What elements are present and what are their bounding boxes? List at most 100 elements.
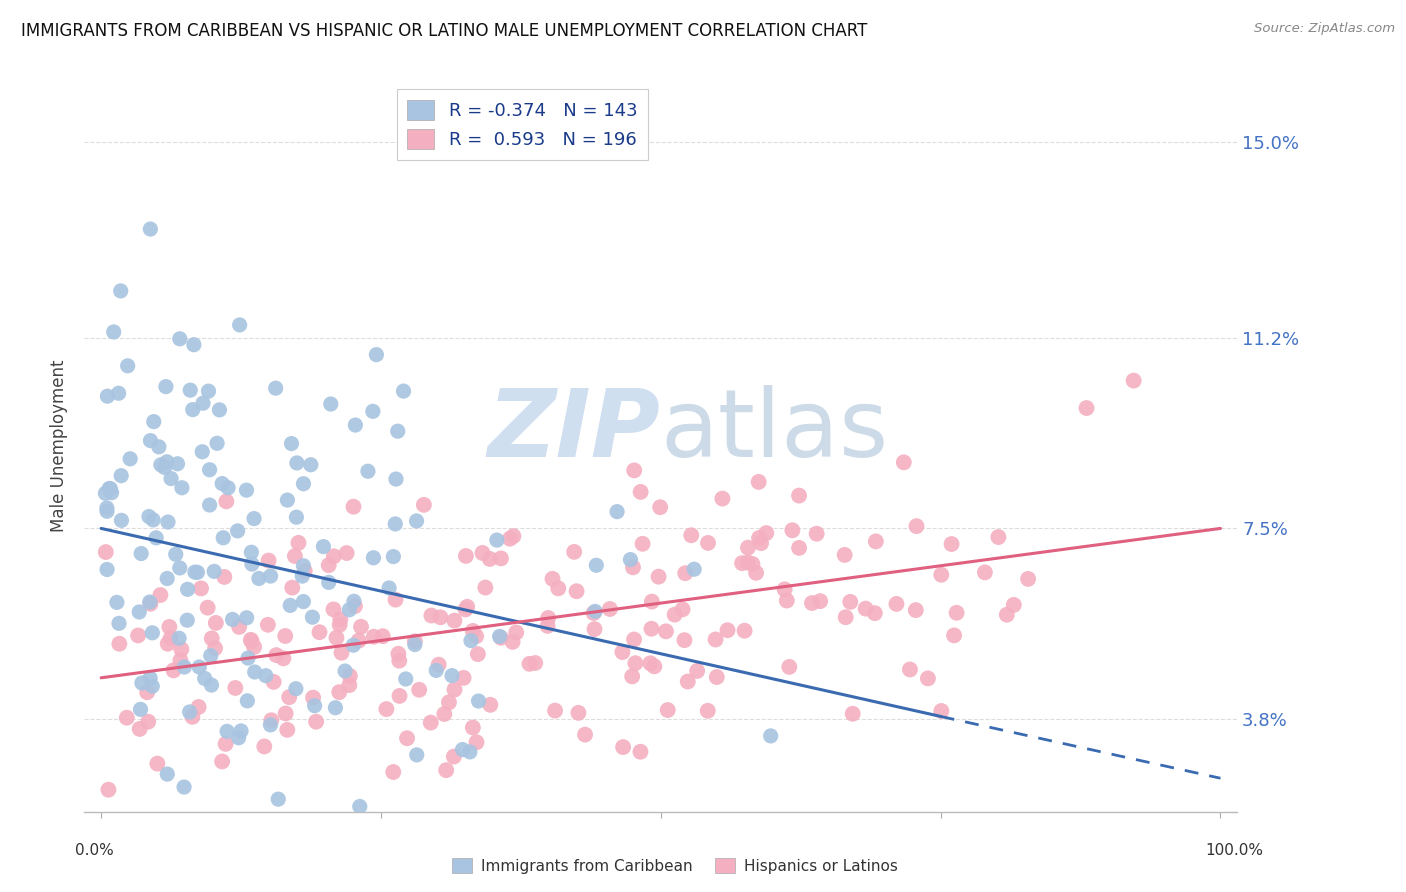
Point [471, 546, 494, 560]
Point [211, 755, 233, 769]
Point [973, 566, 995, 580]
Point [257, 617, 280, 632]
Point [139, 597, 162, 611]
Point [153, 460, 176, 475]
Point [304, 698, 326, 713]
Point [917, 672, 939, 686]
Point [191, 396, 214, 410]
Point [141, 679, 163, 693]
Point [941, 537, 963, 551]
Point [201, 632, 224, 646]
Point [235, 483, 257, 498]
Point [278, 690, 301, 705]
Point [606, 505, 628, 519]
Point [621, 669, 644, 683]
Point [451, 742, 474, 756]
Point [737, 556, 759, 570]
Point [253, 739, 276, 754]
Point [378, 581, 401, 595]
Point [129, 547, 152, 561]
Point [544, 704, 567, 718]
Point [110, 284, 132, 298]
Point [489, 631, 512, 645]
Point [623, 632, 645, 647]
Point [382, 549, 405, 564]
Point [200, 678, 222, 692]
Point [363, 550, 385, 565]
Point [136, 685, 159, 699]
Point [839, 595, 862, 609]
Point [156, 455, 179, 469]
Point [247, 571, 270, 585]
Point [169, 653, 191, 667]
Point [395, 672, 418, 686]
Point [479, 698, 502, 712]
Point [671, 602, 693, 616]
Point [318, 558, 340, 573]
Point [371, 629, 394, 643]
Point [429, 610, 451, 624]
Point [502, 635, 524, 649]
Point [181, 710, 204, 724]
Point [461, 624, 484, 638]
Point [325, 700, 347, 714]
Point [273, 651, 295, 665]
Point [624, 656, 647, 670]
Text: 0.0%: 0.0% [75, 843, 114, 858]
Point [782, 523, 804, 537]
Point [344, 418, 367, 433]
Point [382, 764, 405, 779]
Point [621, 560, 644, 574]
Point [582, 606, 605, 620]
Point [408, 682, 430, 697]
Point [745, 566, 768, 580]
Point [142, 513, 165, 527]
Point [243, 511, 266, 525]
Point [337, 603, 360, 617]
Point [278, 599, 301, 613]
Point [474, 581, 496, 595]
Point [865, 534, 887, 549]
Point [759, 729, 782, 743]
Point [641, 594, 664, 608]
Point [191, 444, 214, 458]
Point [198, 498, 221, 512]
Point [392, 384, 415, 398]
Point [98, 482, 121, 496]
Point [155, 379, 177, 393]
Point [465, 735, 488, 749]
Point [254, 668, 277, 682]
Point [276, 723, 298, 737]
Point [801, 596, 824, 610]
Point [437, 695, 460, 709]
Point [524, 656, 547, 670]
Point [886, 597, 908, 611]
Point [336, 546, 359, 560]
Point [215, 494, 238, 508]
Point [139, 222, 162, 236]
Point [427, 657, 450, 672]
Point [179, 705, 201, 719]
Point [173, 660, 195, 674]
Point [228, 318, 250, 332]
Point [156, 515, 179, 529]
Point [115, 711, 138, 725]
Point [461, 721, 484, 735]
Point [404, 634, 426, 648]
Point [541, 572, 564, 586]
Point [405, 747, 427, 762]
Point [329, 612, 352, 626]
Point [806, 526, 828, 541]
Point [200, 815, 222, 830]
Point [94, 486, 117, 500]
Point [141, 625, 163, 640]
Point [202, 565, 225, 579]
Point [741, 557, 763, 571]
Point [630, 745, 652, 759]
Point [156, 637, 179, 651]
Point [167, 632, 190, 646]
Y-axis label: Male Unemployment: Male Unemployment [49, 359, 67, 533]
Point [228, 620, 250, 634]
Point [585, 558, 607, 573]
Point [194, 672, 217, 686]
